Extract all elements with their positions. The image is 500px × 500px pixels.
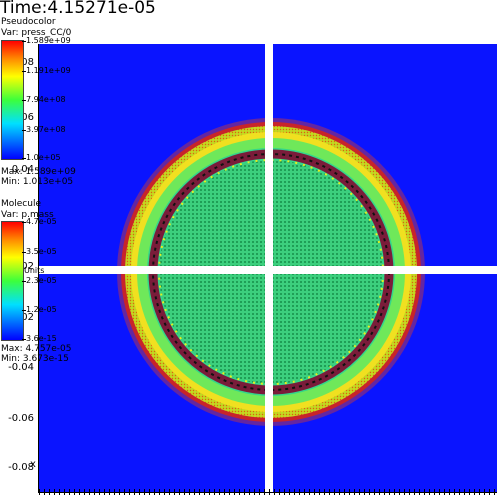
y-tick-label: -0.06	[8, 413, 34, 424]
legend-var: Var: p.mass	[1, 210, 54, 220]
colorbar-label: 7.94e+08	[26, 95, 66, 104]
x-axis-ticks	[39, 489, 496, 495]
time-title: Time:4.15271e-05	[0, 0, 156, 18]
colorbar-tick	[22, 130, 26, 131]
plot-area[interactable]	[38, 44, 497, 493]
colorbar-tick	[22, 100, 26, 101]
colorbar-tick	[22, 281, 26, 282]
y-tick-label: -0.08	[8, 462, 34, 473]
colorbar-tick	[22, 252, 26, 253]
colorbar-label: 1.2e-05	[26, 305, 57, 314]
legend-max: Max: 1.589e+09	[1, 167, 76, 177]
colorbar-label: 1.191e+09	[26, 66, 71, 75]
colorbar-label: 1.589e+09	[26, 36, 71, 45]
horizontal-gap	[39, 266, 497, 274]
y-tick-label: 0.04	[11, 164, 34, 175]
axis-glyph: x	[30, 459, 36, 470]
legend-max: Max: 4.757e-05	[1, 344, 72, 354]
legend-plot-type: Pseudocolor	[1, 17, 56, 27]
legend-min: Min: 1.013e+05	[1, 177, 74, 187]
colorbar-tick	[22, 222, 26, 223]
legend-units: Units	[24, 266, 45, 275]
colorbar-tick	[22, 310, 26, 311]
colorbar-tick	[22, 158, 26, 159]
legend-var: Var: press_CC/0	[1, 28, 72, 38]
pressure-field	[39, 44, 497, 492]
colorbar-pressure	[1, 40, 24, 160]
legend-min: Min: 3.673e-15	[1, 354, 69, 364]
colorbar-tick	[22, 71, 26, 72]
colorbar-label: 1.0e+05	[26, 153, 61, 162]
colorbar-molecule	[1, 221, 24, 341]
colorbar-label: 3.5e-05	[26, 247, 57, 256]
colorbar-tick	[22, 41, 26, 42]
y-tick-label: -0.04	[8, 362, 34, 373]
colorbar-label: 3.6e-15	[26, 334, 57, 343]
legend-plot-type: Molecule	[1, 199, 41, 209]
colorbar-tick	[22, 339, 26, 340]
colorbar-label: 3.97e+08	[26, 125, 66, 134]
colorbar-label: 2.3e-05	[26, 276, 57, 285]
colorbar-label: 4.7e-05	[26, 217, 57, 226]
